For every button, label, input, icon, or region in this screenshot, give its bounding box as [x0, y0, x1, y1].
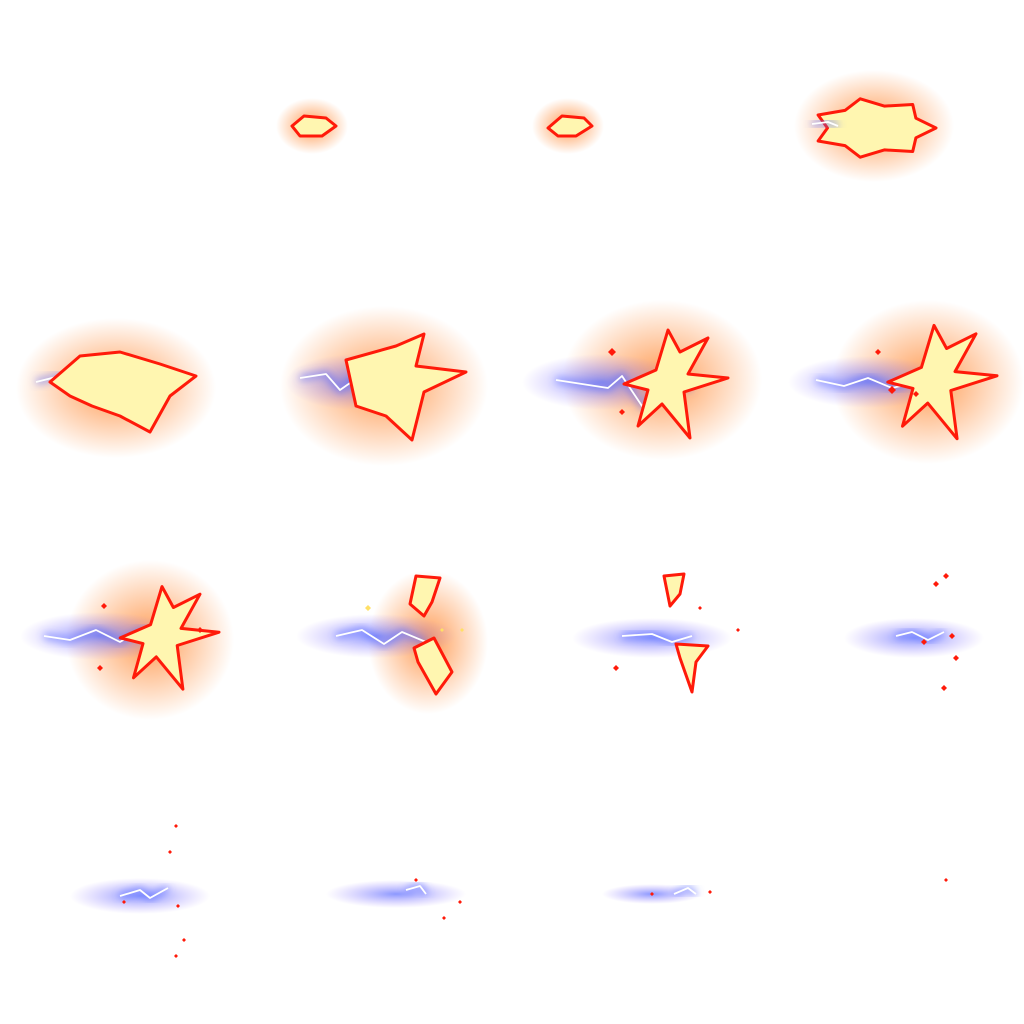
spark-red-3 [698, 606, 702, 610]
fireball-core [816, 97, 938, 159]
spark-red-1 [414, 878, 418, 882]
frame-4 [768, 0, 1024, 256]
frame-7-canvas [522, 300, 762, 460]
spark-yellow-2 [440, 628, 444, 632]
lightning-bolt [119, 887, 169, 899]
spark-red-3 [949, 633, 955, 639]
frame-1 [0, 0, 256, 256]
frame-4-canvas [794, 70, 954, 182]
frame-14-canvas [326, 878, 466, 920]
frame-9-canvas [20, 560, 234, 720]
frame-9 [0, 512, 256, 768]
fireball-core [290, 114, 338, 138]
frame-6 [256, 256, 512, 512]
spark-red-1 [168, 850, 172, 854]
flame-shard-top [408, 574, 442, 618]
fireball-core [546, 114, 594, 138]
frame-2 [256, 0, 512, 256]
frame-15 [512, 768, 768, 1024]
frame-2-canvas [276, 98, 348, 154]
spark-red-5 [174, 954, 178, 958]
explosion-core [886, 323, 999, 441]
fireball-core [48, 350, 198, 434]
frame-14 [256, 768, 512, 1024]
spark-red-5 [941, 685, 947, 691]
spark-red-2 [736, 628, 740, 632]
fireball-core [344, 332, 468, 442]
lightning-bolt [405, 885, 427, 895]
flame-shard-bottom [674, 642, 710, 694]
lightning-haze [20, 612, 180, 660]
frame-8-canvas [788, 300, 1024, 464]
frame-12 [768, 512, 1024, 768]
spark-red-1 [613, 665, 619, 671]
frame-13-canvas [70, 824, 210, 958]
spark-red-3 [458, 900, 462, 904]
frame-7 [512, 256, 768, 512]
lightning-bolt [621, 633, 693, 643]
frame-3 [512, 0, 768, 256]
spark-red-1 [650, 892, 654, 896]
spark-red-1 [875, 349, 881, 355]
frame-12-canvas [844, 573, 984, 691]
spark-red-6 [921, 639, 927, 645]
frame-16-canvas [944, 878, 948, 882]
lightning-haze [572, 618, 732, 658]
frame-6-canvas [280, 306, 488, 466]
spark-red-6 [122, 900, 126, 904]
frame-11 [512, 512, 768, 768]
lightning-haze [70, 878, 210, 914]
spark-red-4 [182, 938, 186, 942]
spark-red-4 [953, 655, 959, 661]
lightning-bolt [673, 887, 697, 895]
frame-3-canvas [532, 98, 604, 154]
spark-red-3 [197, 627, 203, 633]
frame-15-canvas [602, 884, 712, 904]
spark-yellow-1 [365, 605, 371, 611]
spark-red-3 [888, 386, 896, 394]
explosion-core [118, 585, 221, 691]
lightning-bolt [811, 121, 839, 127]
frame-13 [0, 768, 256, 1024]
frame-10 [256, 512, 512, 768]
frame-5 [0, 256, 256, 512]
spark-red-2 [174, 824, 178, 828]
spark-red-2 [97, 665, 103, 671]
lightning-haze [844, 618, 984, 658]
frame-16 [768, 768, 1024, 1024]
spark-red-2 [619, 409, 625, 415]
lightning-bolt [335, 629, 427, 645]
frame-8 [768, 256, 1024, 512]
spark-red-2 [708, 890, 712, 894]
frame-10-canvas [296, 570, 488, 714]
spark-red-2 [442, 916, 446, 920]
spark-red-1 [608, 348, 616, 356]
frame-5-canvas [16, 318, 216, 458]
spark-red-1 [101, 603, 107, 609]
flame-shard-bottom [412, 636, 454, 696]
lightning-haze [788, 356, 948, 408]
lightning-haze [522, 354, 682, 410]
spark-red-3 [176, 904, 180, 908]
spark-red-2 [913, 391, 919, 397]
spark-yellow-3 [460, 628, 464, 632]
spark-red-1 [933, 581, 939, 587]
explosion-core [622, 328, 730, 440]
lightning-haze [326, 880, 466, 908]
frame-1-canvas [0, 0, 256, 256]
lightning-bolt [895, 631, 945, 641]
spark-red-2 [943, 573, 949, 579]
flame-shard-top [662, 572, 686, 608]
frame-11-canvas [572, 572, 740, 694]
ember-1 [944, 878, 948, 882]
